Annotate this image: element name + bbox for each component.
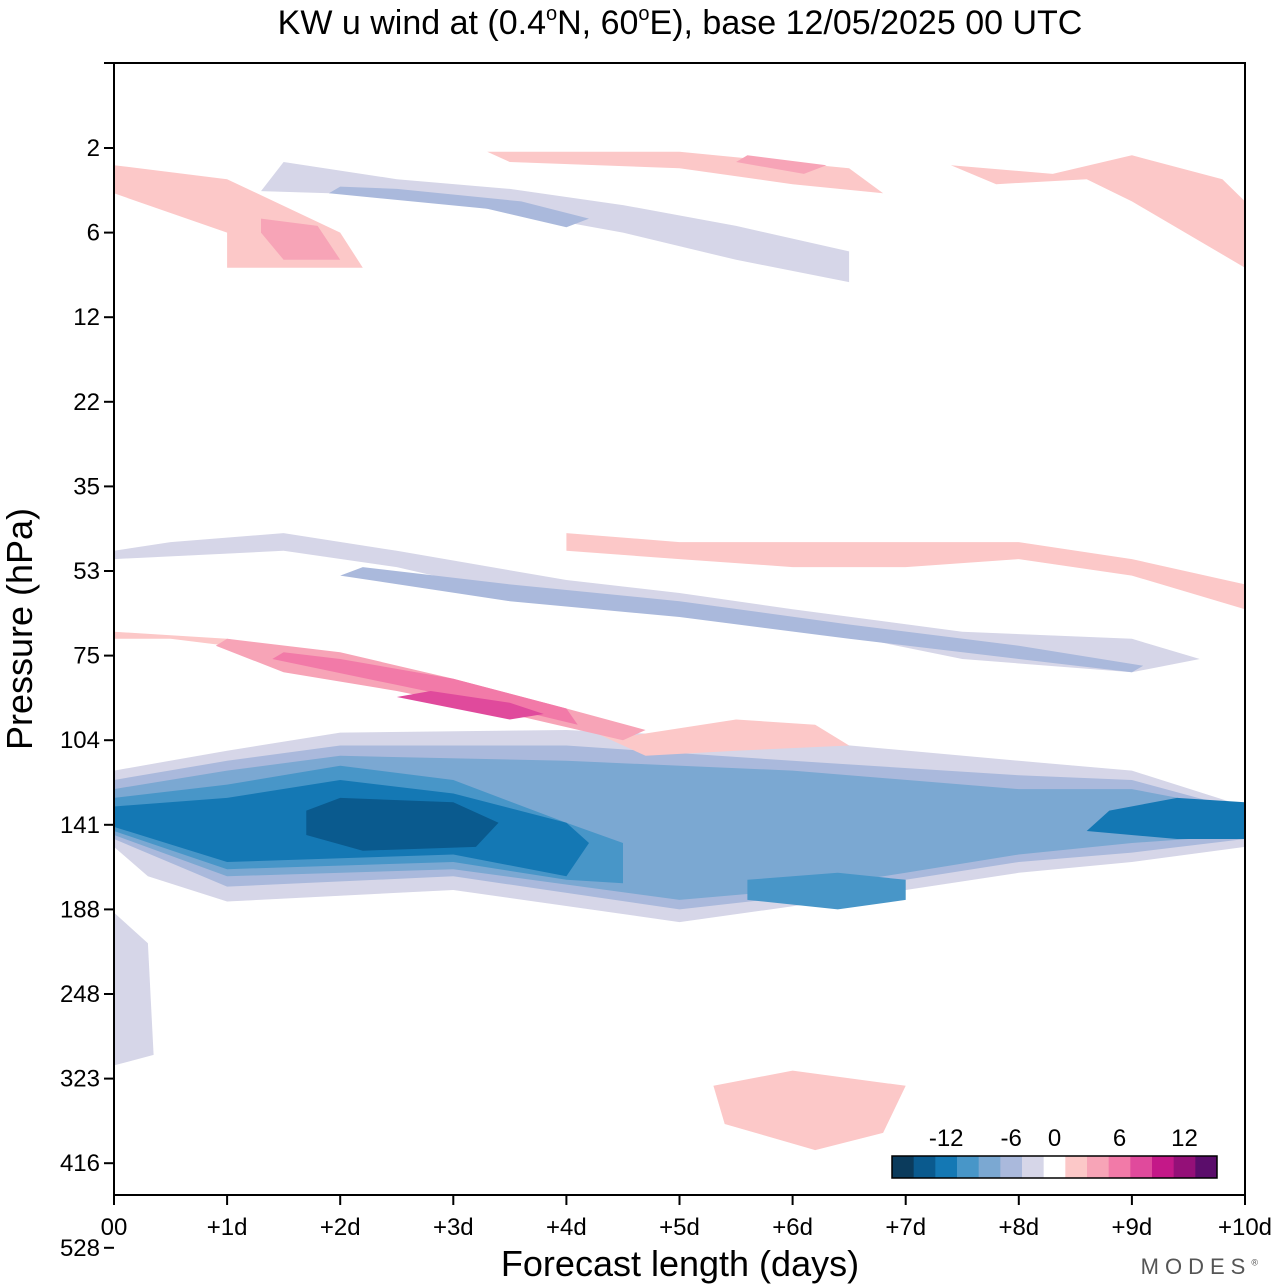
colorbar-swatch — [1022, 1156, 1045, 1178]
x-tick-label: +3d — [433, 1214, 474, 1241]
y-tick-label: 416 — [60, 1150, 100, 1177]
colorbar-swatch — [1000, 1156, 1023, 1178]
title-suffix: E), base 12/05/2025 00 UTC — [650, 4, 1083, 42]
title-degree-2: o — [638, 3, 649, 25]
colorbar-swatch — [913, 1156, 936, 1178]
x-tick-label: +7d — [885, 1214, 926, 1241]
title-prefix: KW u wind at (0.4 — [278, 4, 546, 42]
chart-title: KW u wind at (0.4oN, 60oE), base 12/05/2… — [278, 3, 1083, 42]
y-tick-label: 35 — [73, 473, 100, 500]
colorbar-swatch — [1087, 1156, 1110, 1178]
contour-region-11 — [396, 691, 544, 720]
y-tick-label: 528 — [60, 1235, 100, 1262]
x-axis: 00 +1d +2d +3d +4d +5d +6d +7d +8d +9d +10d — [101, 1195, 1272, 1241]
contour-region-13 — [340, 567, 1144, 673]
x-tick-label: +5d — [659, 1214, 700, 1241]
colorbar-label: 0 — [1048, 1125, 1061, 1152]
x-tick-label: +9d — [1112, 1214, 1153, 1241]
x-tick-label: +10d — [1218, 1214, 1272, 1241]
contour-region-16 — [328, 186, 589, 228]
y-tick-label: 22 — [73, 389, 100, 416]
colorbar-swatch — [1043, 1156, 1066, 1178]
x-tick-label: +4d — [546, 1214, 587, 1241]
y-axis: 2 6 12 22 35 53 75 104 141 188 248 323 416 528 — [60, 62, 114, 1262]
contour-region-6 — [1086, 797, 1245, 839]
x-tick-label: +2d — [320, 1214, 361, 1241]
title-mid: N, 60 — [557, 4, 638, 42]
x-tick-label: +8d — [998, 1214, 1039, 1241]
colorbar-frame — [891, 1155, 1218, 1179]
brand-name: MODES — [1140, 1254, 1252, 1279]
colorbar-swatch — [892, 1156, 915, 1178]
contour-region-20 — [261, 218, 341, 260]
colorbar-label: 6 — [1113, 1125, 1126, 1152]
title-degree-1: o — [546, 3, 557, 25]
colorbar-swatch — [1195, 1156, 1218, 1178]
colorbar: -12 -6 0 6 12 — [891, 1125, 1218, 1179]
y-tick-label: 248 — [60, 981, 100, 1008]
y-tick-label: 188 — [60, 896, 100, 923]
colorbar-swatch — [1152, 1156, 1175, 1178]
contour-region-18 — [736, 155, 827, 174]
y-tick-label: 104 — [60, 727, 100, 754]
brand-mark: ® — [1251, 1257, 1258, 1268]
colorbar-swatch — [935, 1156, 958, 1178]
colorbar-label: 12 — [1171, 1125, 1198, 1152]
contour-region-24 — [114, 912, 154, 1066]
x-axis-label: Forecast length (days) — [501, 1243, 859, 1284]
x-tick-label: +6d — [772, 1214, 813, 1241]
contour-region-21 — [950, 155, 1245, 268]
contour-region-5 — [306, 797, 499, 851]
y-tick-label: 141 — [60, 812, 100, 839]
y-tick-label: 6 — [87, 220, 100, 247]
colorbar-swatch — [1065, 1156, 1088, 1178]
x-tick-label: +1d — [207, 1214, 248, 1241]
contour-region-23 — [114, 1242, 171, 1286]
colorbar-swatch — [957, 1156, 980, 1178]
contour-region-22 — [713, 1070, 906, 1151]
plot-area — [114, 63, 1245, 1286]
colorbar-label: -6 — [1001, 1125, 1022, 1152]
colorbar-swatch — [1130, 1156, 1153, 1178]
y-tick-label: 12 — [73, 304, 100, 331]
colorbar-label: -12 — [929, 1125, 964, 1152]
y-tick-label: 323 — [60, 1066, 100, 1093]
contour-regions — [114, 151, 1245, 1286]
x-tick-label: 00 — [101, 1214, 128, 1241]
colorbar-swatch — [978, 1156, 1001, 1178]
brand-logo: MODES® — [1141, 1254, 1258, 1280]
colorbar-swatch — [1108, 1156, 1131, 1178]
y-axis-label: Pressure (hPa) — [0, 508, 40, 750]
y-tick-label: 53 — [73, 558, 100, 585]
y-tick-label: 2 — [87, 135, 100, 162]
contour-region-7 — [747, 872, 906, 910]
contour-region-14 — [566, 533, 1245, 610]
y-tick-label: 75 — [73, 643, 100, 670]
colorbar-swatch — [1173, 1156, 1196, 1178]
